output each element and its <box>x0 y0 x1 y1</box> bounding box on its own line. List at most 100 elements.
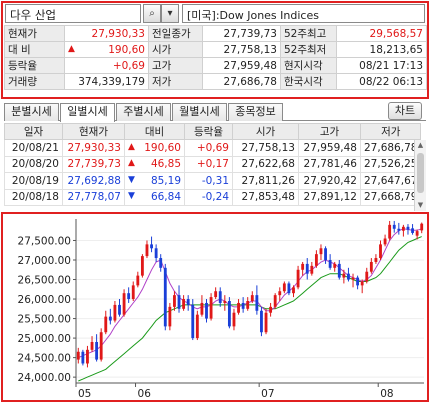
cell-rate: -0,24 <box>184 188 233 206</box>
column-header: 시가 <box>232 123 299 140</box>
x-tick-label: 06 <box>138 388 152 399</box>
candle-body <box>282 283 286 292</box>
candle-body <box>388 224 392 239</box>
tab-1[interactable]: 일별시세 <box>60 103 115 122</box>
candle-body <box>154 248 158 259</box>
candle-body <box>140 256 144 276</box>
quote-panel-frame <box>1 1 429 99</box>
tab-2[interactable]: 주별시세 <box>116 103 171 121</box>
quote-label: 고가 <box>148 57 203 74</box>
cell-change: ▲ 190,60 <box>124 139 185 157</box>
cell-date: 20/08/20 <box>4 155 63 173</box>
cell-low: 27,526,25 <box>359 155 422 173</box>
tab-0[interactable]: 분별시세 <box>4 103 59 121</box>
vertical-scrollbar[interactable]: ▲ ▼ <box>414 140 426 211</box>
candle-body <box>360 281 364 286</box>
candle-body <box>401 226 405 231</box>
table-row[interactable]: 20/08/18 27,778,07 ▼ 66,84 -0,24 27,853,48 27,… <box>4 188 422 206</box>
candle-body <box>118 304 121 315</box>
cell-low: 27,647,67 <box>359 172 422 190</box>
candle-body <box>232 312 236 327</box>
candle-body <box>397 228 401 231</box>
table-row[interactable]: 20/08/20 27,739,73 ▲ 46,85 +0,17 27,622,68 27,… <box>4 155 422 173</box>
candle-body <box>159 258 163 268</box>
candle-body <box>324 248 327 260</box>
column-header: 저가 <box>359 123 422 140</box>
candle-body <box>195 314 199 339</box>
scroll-thumb[interactable] <box>417 153 424 193</box>
candle-body <box>86 349 89 364</box>
candle-body <box>241 302 245 309</box>
chart-button[interactable]: 차트 <box>388 102 422 120</box>
candle-body <box>374 258 378 262</box>
y-tick-label: 24,000.00 <box>18 372 71 384</box>
candle-body <box>415 231 419 236</box>
column-header: 일자 <box>4 123 63 140</box>
candle-body <box>177 295 181 309</box>
candle-body <box>319 248 323 255</box>
quote-value: 27,930,33 <box>64 25 149 42</box>
price-chart: 27,500.00 27,000.00 26,500.00 26,000.00 25,5… <box>4 215 426 399</box>
candle-body <box>191 304 195 339</box>
candle-body <box>104 316 108 333</box>
quote-row: 현재가 27,930,33 전일종가 27,739,73 52주최고 29,568,57 <box>4 25 427 42</box>
candle-body <box>76 351 80 360</box>
candle-body <box>108 316 112 321</box>
cell-date: 20/08/18 <box>4 188 63 206</box>
candle-body <box>81 351 85 364</box>
chevron-down-icon[interactable]: ▾ <box>161 4 179 23</box>
chart-background <box>4 215 426 399</box>
scroll-down-icon[interactable]: ▼ <box>417 201 424 209</box>
cell-date: 20/08/19 <box>4 172 63 190</box>
up-arrow-icon: ▲ <box>128 158 135 169</box>
cell-rate: -0,31 <box>184 172 233 190</box>
candle-body <box>301 263 305 270</box>
stock-search-input[interactable]: 다우 산업 <box>5 4 141 23</box>
x-tick-label: 07 <box>261 388 274 399</box>
candle-body <box>287 283 291 294</box>
candle-body <box>379 244 382 259</box>
table-row[interactable]: 20/08/19 27,692,88 ▼ 85,19 -0,31 27,811,26 27,… <box>4 172 422 190</box>
table-row[interactable]: 20/08/21 27,930,33 ▲ 190,60 +0,69 27,758,13 27… <box>4 139 422 157</box>
cell-change: ▼ 85,19 <box>124 172 185 190</box>
candle-body <box>145 244 149 257</box>
quote-value: 08/22 06:13 <box>336 73 427 90</box>
candle-body <box>113 304 117 321</box>
scroll-up-icon[interactable]: ▲ <box>417 141 424 149</box>
moving-average-short-line <box>78 228 422 359</box>
cell-open: 27,811,26 <box>232 172 299 190</box>
cell-close: 27,778,07 <box>62 188 125 206</box>
candle-body <box>122 293 126 315</box>
candle-body <box>365 271 369 282</box>
candle-body <box>411 228 414 233</box>
candle-body <box>131 285 135 300</box>
quote-value: +0,69 <box>64 57 149 74</box>
candle-body <box>314 254 318 266</box>
quote-label: 전일종가 <box>148 25 203 42</box>
candle-body <box>209 297 213 319</box>
candle-body <box>337 263 341 278</box>
candle-body <box>333 263 337 268</box>
index-name-field: [미국]:Dow Jones Indices <box>182 4 425 23</box>
quote-value: 27,686,78 <box>202 73 281 90</box>
candle-body <box>182 299 186 309</box>
column-header: 고가 <box>298 123 361 140</box>
quote-table: 현재가 27,930,33 전일종가 27,739,73 52주최고 29,568,57 대… <box>4 25 427 90</box>
cell-rate: +0,69 <box>184 139 233 157</box>
candle-body <box>127 293 131 300</box>
moving-average-long-line <box>78 236 422 382</box>
daily-price-table: 일자 현재가 대비 등락율 시가 고가 저가 20/08/21 27,930,33 ▲ 190,6… <box>4 123 422 206</box>
tab-4[interactable]: 종목정보 <box>228 103 283 121</box>
candle-body <box>205 302 208 319</box>
x-tick-label: 05 <box>78 388 91 399</box>
quote-value: 27,959,48 <box>202 57 281 74</box>
tab-3[interactable]: 월별시세 <box>172 103 227 121</box>
candle-body <box>168 306 172 327</box>
y-tick-label: 25,000.00 <box>18 333 71 345</box>
search-icon[interactable]: ⌕ <box>143 4 161 23</box>
cell-open: 27,853,48 <box>232 188 299 206</box>
candle-body <box>305 263 309 274</box>
candle-body <box>296 269 300 288</box>
candle-body <box>136 275 140 286</box>
candle-body <box>347 273 350 280</box>
